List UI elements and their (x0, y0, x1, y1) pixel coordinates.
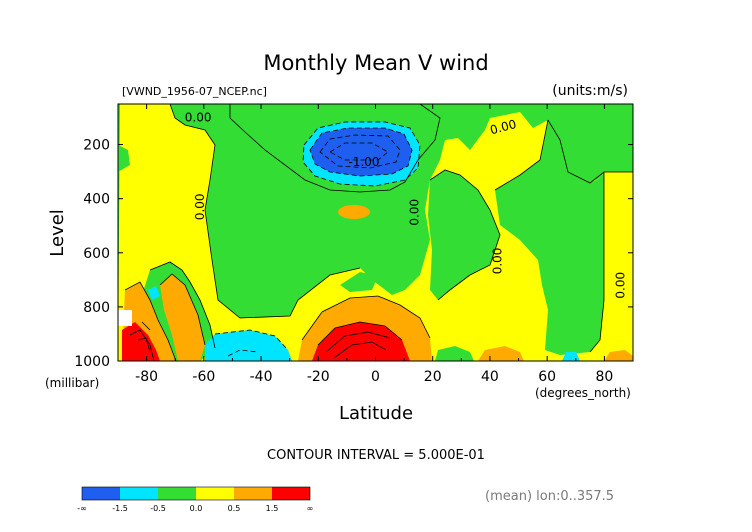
field-yellow-main (118, 104, 633, 361)
y-axis-label: Level (47, 209, 68, 257)
y-tick-label: 400 (83, 192, 110, 208)
y-unit-label: (millibar) (45, 376, 99, 390)
contour-label: 0.00 (490, 248, 504, 275)
field-green-speck (340, 272, 378, 292)
contour-label: 0.00 (193, 193, 207, 220)
y-tick-label: 1000 (74, 354, 110, 370)
colorbar-segment (82, 487, 120, 500)
colorbar-segment (196, 487, 234, 500)
contour-label: -1.00 (349, 155, 380, 169)
colorbar-label: -0.5 (150, 504, 166, 513)
footer-note: (mean) lon:0..357.5 (485, 489, 614, 504)
contour-lines (124, 104, 633, 361)
field-red-center (312, 322, 410, 361)
colorbar-label: -1.5 (112, 504, 128, 513)
field-orange-blob (338, 205, 370, 219)
field-orange-farright (604, 350, 633, 361)
colorbar-label: 1.5 (266, 504, 279, 513)
colorbar-segment (120, 487, 158, 500)
field-green-surface (435, 346, 474, 361)
x-tick-label: -20 (307, 369, 330, 385)
field-missing (118, 310, 132, 326)
colorbar-frame (81, 486, 311, 501)
x-tick-label: 60 (538, 369, 556, 385)
field-green-right (495, 120, 604, 355)
x-tick-label: 0 (371, 369, 380, 385)
x-tick-label: 20 (424, 369, 442, 385)
contour-label: 0.00 (488, 117, 517, 137)
contour-interval-text: CONTOUR INTERVAL = 5.000E-01 (267, 448, 485, 463)
field-green-edge (118, 145, 130, 172)
units-label: (units:m/s) (552, 83, 628, 99)
x-axis-label: Latitude (339, 403, 413, 424)
y-tick-label: 600 (83, 246, 110, 262)
contour-label: 0.00 (613, 272, 627, 299)
colorbar-label: ∞ (307, 504, 314, 513)
colorbar-label: 0.5 (228, 504, 241, 513)
colorbar-segment (234, 487, 272, 500)
y-tick-label: 200 (83, 138, 110, 154)
contour-label: 0.00 (407, 199, 421, 226)
contour-label: 0.00 (185, 111, 212, 125)
contour-field: 0.00 -1.00 0.00 0.00 0.00 0.00 0.00 (118, 104, 633, 361)
colorbar-segment (158, 487, 196, 500)
dataset-label: [VWND_1956-07_NCEP.nc] (122, 85, 267, 98)
y-axis: 200 400 600 800 1000 (74, 138, 633, 370)
x-axis: -80 -60 -40 -20 0 20 40 60 80 (117, 104, 634, 385)
x-tick-label: 80 (595, 369, 613, 385)
colorbar-segment (272, 487, 310, 500)
x-tick-label: -40 (250, 369, 273, 385)
field-red-left (122, 322, 160, 361)
field-cyan-surface (205, 330, 292, 361)
x-tick-label: 40 (481, 369, 499, 385)
field-orange-left2 (160, 274, 205, 361)
colorbar-label: -∞ (77, 504, 87, 513)
colorbar-label: 0.0 (190, 504, 203, 513)
field-cyan-small (148, 286, 160, 300)
contour-lines-dashed (214, 121, 421, 357)
y-tick-label: 800 (83, 300, 110, 316)
chart-title: Monthly Mean V wind (263, 51, 488, 75)
x-unit-label: (degrees_north) (535, 386, 631, 400)
colorbar: -∞ -1.5 -0.5 0.0 0.5 1.5 ∞ (77, 486, 314, 513)
x-tick-label: -60 (192, 369, 215, 385)
x-tick-label: -80 (135, 369, 158, 385)
field-green-column (428, 170, 500, 300)
contour-labels: 0.00 -1.00 0.00 0.00 0.00 0.00 0.00 (185, 111, 628, 299)
